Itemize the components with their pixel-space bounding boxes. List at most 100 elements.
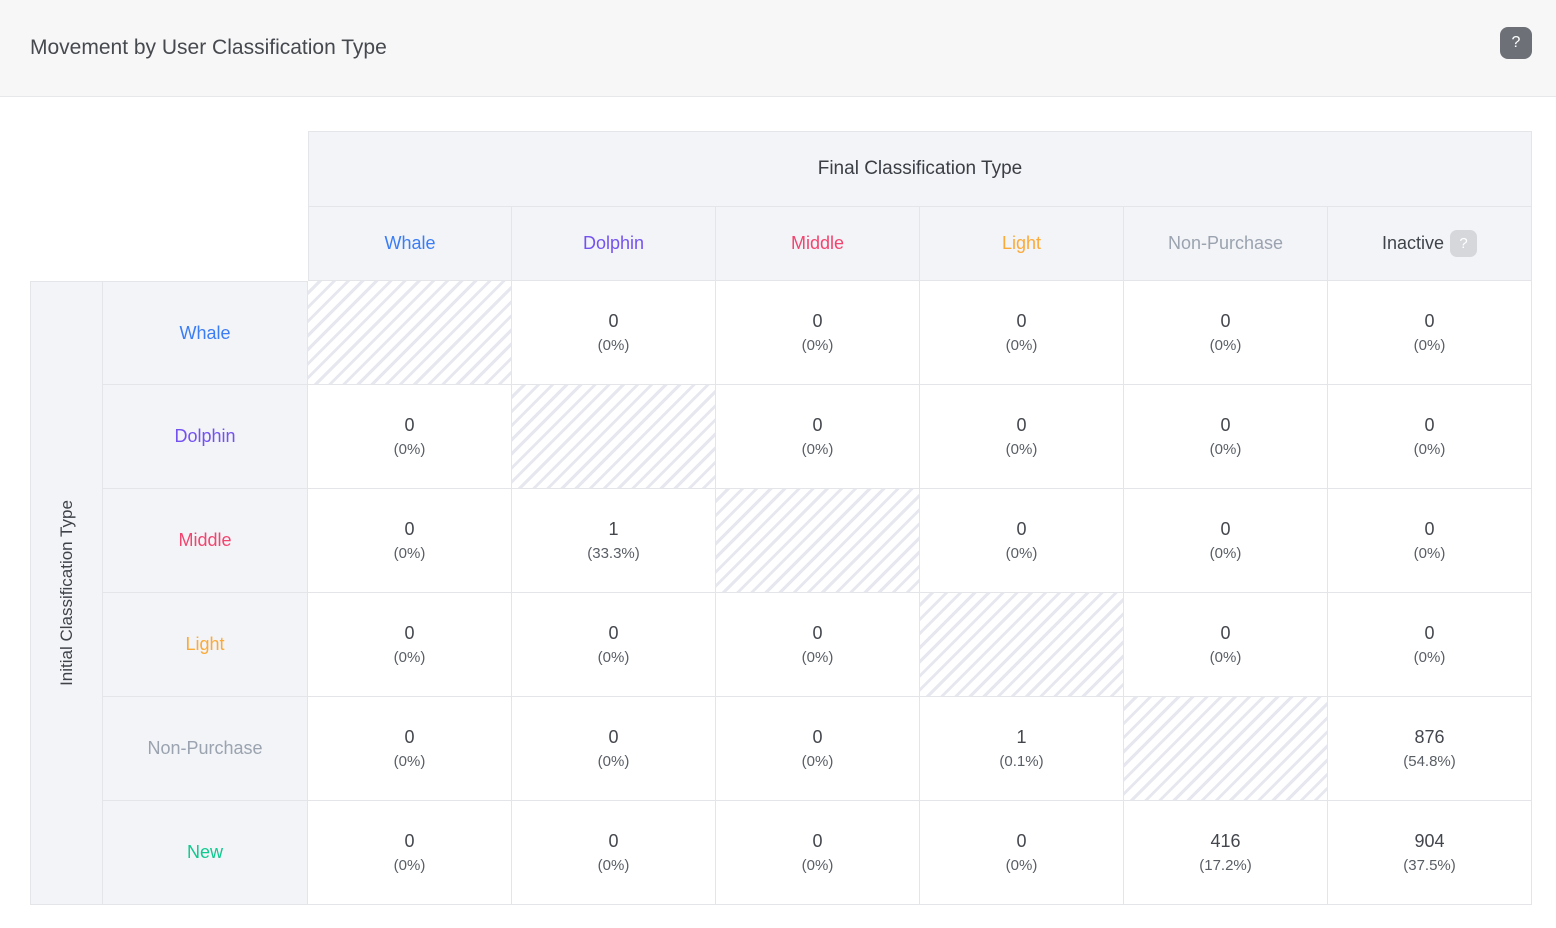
cell-new-to-non-purchase: 416 (17.2%) xyxy=(1124,801,1328,905)
cell-value: 0 xyxy=(404,831,415,851)
cell-value: 0 xyxy=(1016,311,1027,331)
cell-new-to-middle: 0 (0%) xyxy=(716,801,920,905)
cell-middle-to-inactive: 0 (0%) xyxy=(1328,489,1532,593)
cell-whale-to-middle: 0 (0%) xyxy=(716,281,920,385)
cell-percent: (0%) xyxy=(1413,337,1446,354)
cell-dolphin-to-whale: 0 (0%) xyxy=(308,385,512,489)
cell-value: 1 xyxy=(608,519,619,539)
cell-non-purchase-to-inactive: 876 (54.8%) xyxy=(1328,697,1532,801)
cell-dolphin-to-non-purchase: 0 (0%) xyxy=(1124,385,1328,489)
cell-percent: (0%) xyxy=(597,857,630,874)
cell-percent: (0%) xyxy=(1209,545,1242,562)
help-button[interactable]: ? xyxy=(1500,27,1532,59)
cell-non-purchase-to-whale: 0 (0%) xyxy=(308,697,512,801)
column-header-whale: Whale xyxy=(308,207,512,281)
cell-percent: (0%) xyxy=(597,753,630,770)
cell-middle-to-middle-hatched xyxy=(716,489,920,593)
final-classification-axis-label: Final Classification Type xyxy=(308,131,1532,207)
cell-percent: (33.3%) xyxy=(587,545,640,562)
column-header-non-purchase: Non-Purchase xyxy=(1124,207,1328,281)
cell-value: 1 xyxy=(1016,727,1027,747)
cell-percent: (0%) xyxy=(393,753,426,770)
cell-non-purchase-to-dolphin: 0 (0%) xyxy=(512,697,716,801)
cell-percent: (0%) xyxy=(801,857,834,874)
question-mark-icon: ? xyxy=(1511,34,1521,51)
cell-percent: (17.2%) xyxy=(1199,857,1252,874)
cell-value: 0 xyxy=(608,623,619,643)
cell-percent: (0%) xyxy=(801,649,834,666)
column-header-light: Light xyxy=(920,207,1124,281)
page-header: Movement by User Classification Type ? xyxy=(0,0,1556,97)
cell-value: 0 xyxy=(1424,519,1435,539)
cell-light-to-inactive: 0 (0%) xyxy=(1328,593,1532,697)
cell-dolphin-to-dolphin-hatched xyxy=(512,385,716,489)
cell-dolphin-to-light: 0 (0%) xyxy=(920,385,1124,489)
cell-whale-to-light: 0 (0%) xyxy=(920,281,1124,385)
cell-percent: (54.8%) xyxy=(1403,753,1456,770)
cell-percent: (37.5%) xyxy=(1403,857,1456,874)
row-header-dolphin: Dolphin xyxy=(103,385,308,489)
cell-light-to-dolphin: 0 (0%) xyxy=(512,593,716,697)
cell-new-to-inactive: 904 (37.5%) xyxy=(1328,801,1532,905)
cell-light-to-middle: 0 (0%) xyxy=(716,593,920,697)
cell-percent: (0%) xyxy=(1005,441,1038,458)
row-header-new: New xyxy=(103,801,308,905)
cell-value: 0 xyxy=(608,831,619,851)
cell-percent: (0%) xyxy=(1413,545,1446,562)
cell-percent: (0%) xyxy=(393,649,426,666)
cell-percent: (0%) xyxy=(1005,337,1038,354)
cell-whale-to-whale-hatched xyxy=(308,281,512,385)
cell-value: 0 xyxy=(608,727,619,747)
cell-whale-to-non-purchase: 0 (0%) xyxy=(1124,281,1328,385)
cell-value: 0 xyxy=(404,415,415,435)
cell-middle-to-non-purchase: 0 (0%) xyxy=(1124,489,1328,593)
page-title: Movement by User Classification Type xyxy=(30,36,387,59)
row-header-light: Light xyxy=(103,593,308,697)
cell-light-to-whale: 0 (0%) xyxy=(308,593,512,697)
cell-dolphin-to-middle: 0 (0%) xyxy=(716,385,920,489)
cell-percent: (0%) xyxy=(1005,545,1038,562)
cell-value: 0 xyxy=(404,623,415,643)
cell-percent: (0%) xyxy=(393,545,426,562)
column-header-middle: Middle xyxy=(716,207,920,281)
cell-new-to-light: 0 (0%) xyxy=(920,801,1124,905)
cell-value: 904 xyxy=(1414,831,1445,851)
cell-value: 0 xyxy=(812,623,823,643)
cell-non-purchase-to-middle: 0 (0%) xyxy=(716,697,920,801)
question-mark-icon: ? xyxy=(1459,235,1468,252)
cell-value: 0 xyxy=(1220,519,1231,539)
cell-value: 0 xyxy=(1016,415,1027,435)
cell-value: 0 xyxy=(1424,311,1435,331)
cell-percent: (0%) xyxy=(1209,337,1242,354)
cell-whale-to-inactive: 0 (0%) xyxy=(1328,281,1532,385)
column-header-dolphin: Dolphin xyxy=(512,207,716,281)
cell-percent: (0%) xyxy=(393,441,426,458)
cell-percent: (0%) xyxy=(597,337,630,354)
cell-non-purchase-to-light: 1 (0.1%) xyxy=(920,697,1124,801)
cell-value: 0 xyxy=(1220,415,1231,435)
cell-value: 0 xyxy=(608,311,619,331)
row-header-non-purchase: Non-Purchase xyxy=(103,697,308,801)
cell-middle-to-light: 0 (0%) xyxy=(920,489,1124,593)
cell-percent: (0%) xyxy=(801,753,834,770)
column-header-inactive: Inactive ? xyxy=(1328,207,1532,281)
movement-matrix: Final Classification Type Whale Dolphin … xyxy=(30,131,1532,905)
cell-percent: (0%) xyxy=(393,857,426,874)
cell-whale-to-dolphin: 0 (0%) xyxy=(512,281,716,385)
cell-value: 0 xyxy=(812,727,823,747)
cell-new-to-dolphin: 0 (0%) xyxy=(512,801,716,905)
cell-value: 0 xyxy=(404,519,415,539)
cell-percent: (0%) xyxy=(801,441,834,458)
cell-percent: (0%) xyxy=(801,337,834,354)
cell-percent: (0%) xyxy=(1209,649,1242,666)
cell-new-to-whale: 0 (0%) xyxy=(308,801,512,905)
cell-value: 0 xyxy=(404,727,415,747)
cell-value: 876 xyxy=(1414,727,1445,747)
inactive-help-button[interactable]: ? xyxy=(1450,230,1478,257)
cell-value: 0 xyxy=(1220,623,1231,643)
cell-percent: (0.1%) xyxy=(999,753,1044,770)
cell-value: 0 xyxy=(1016,831,1027,851)
cell-value: 0 xyxy=(1220,311,1231,331)
cell-value: 0 xyxy=(1424,415,1435,435)
cell-value: 0 xyxy=(1016,519,1027,539)
